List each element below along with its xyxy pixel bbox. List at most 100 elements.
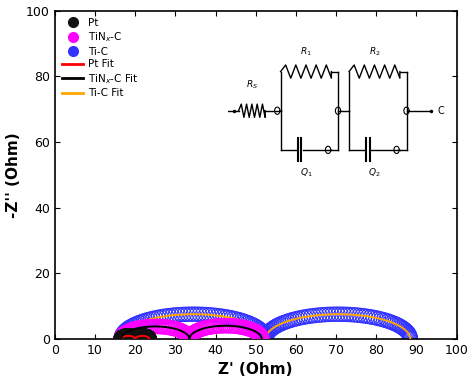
- Point: [140, 318, 147, 324]
- Point: [170, 325, 177, 331]
- Point: [130, 334, 138, 340]
- Point: [141, 333, 148, 339]
- Point: [276, 321, 283, 327]
- Point: [122, 333, 129, 339]
- Point: [118, 336, 125, 342]
- Point: [253, 329, 261, 336]
- Point: [140, 333, 147, 339]
- Point: [213, 323, 221, 329]
- Point: [154, 323, 162, 329]
- Point: [131, 336, 139, 342]
- Point: [405, 331, 412, 337]
- Point: [127, 324, 134, 330]
- Point: [118, 335, 125, 341]
- Point: [247, 326, 255, 332]
- Point: [264, 330, 272, 336]
- Point: [185, 333, 192, 339]
- Y-axis label: -Z'' (Ohm): -Z'' (Ohm): [6, 132, 20, 218]
- Point: [202, 311, 210, 318]
- Point: [391, 320, 398, 326]
- Point: [325, 311, 333, 318]
- Point: [254, 330, 262, 336]
- Point: [227, 323, 234, 329]
- Point: [260, 331, 268, 337]
- Point: [118, 335, 125, 341]
- Point: [131, 336, 139, 342]
- Point: [215, 323, 223, 329]
- Point: [121, 333, 129, 339]
- Point: [230, 315, 237, 321]
- Point: [118, 336, 125, 342]
- Point: [205, 312, 212, 318]
- Point: [392, 321, 400, 327]
- Point: [131, 336, 139, 342]
- Point: [118, 335, 125, 341]
- Point: [186, 336, 193, 342]
- Point: [130, 334, 137, 340]
- Point: [257, 334, 265, 340]
- Point: [172, 312, 179, 318]
- Point: [118, 335, 125, 341]
- Point: [128, 323, 136, 329]
- Point: [255, 331, 263, 337]
- Point: [258, 334, 265, 340]
- Point: [262, 334, 270, 340]
- Point: [135, 333, 143, 339]
- Point: [119, 332, 127, 338]
- Point: [124, 333, 131, 339]
- Point: [118, 335, 125, 341]
- Point: [132, 334, 140, 340]
- Point: [143, 334, 151, 340]
- Point: [118, 335, 126, 341]
- Point: [222, 314, 230, 320]
- Point: [261, 333, 269, 339]
- Point: [284, 318, 292, 324]
- Point: [144, 334, 152, 340]
- Point: [270, 325, 277, 331]
- Point: [242, 319, 249, 325]
- Point: [123, 327, 130, 333]
- Point: [157, 314, 164, 320]
- Point: [118, 334, 126, 340]
- Point: [361, 313, 369, 319]
- Point: [201, 325, 209, 331]
- Point: [296, 315, 304, 321]
- Point: [316, 312, 324, 318]
- Point: [240, 318, 247, 324]
- Point: [334, 311, 342, 317]
- Point: [194, 327, 201, 334]
- Point: [396, 323, 403, 329]
- Point: [244, 319, 252, 326]
- Point: [146, 316, 154, 322]
- Point: [124, 329, 132, 335]
- Point: [230, 323, 238, 329]
- Point: [241, 325, 248, 331]
- Point: [145, 335, 153, 341]
- Point: [246, 320, 254, 326]
- Point: [186, 334, 193, 340]
- Point: [331, 311, 339, 317]
- Point: [219, 323, 227, 329]
- Point: [263, 333, 270, 339]
- Point: [129, 334, 137, 340]
- Point: [171, 326, 179, 332]
- Point: [340, 311, 348, 318]
- Point: [124, 333, 132, 339]
- Point: [181, 330, 189, 336]
- Point: [155, 314, 162, 321]
- Point: [145, 334, 152, 340]
- Point: [119, 334, 127, 340]
- Point: [274, 322, 282, 328]
- Point: [256, 332, 264, 338]
- Point: [262, 336, 270, 342]
- Point: [119, 331, 127, 337]
- Point: [125, 325, 133, 331]
- Point: [121, 333, 128, 339]
- Point: [142, 333, 149, 339]
- Point: [289, 317, 296, 323]
- Point: [261, 332, 268, 338]
- Point: [397, 324, 405, 330]
- Point: [151, 323, 158, 329]
- Point: [168, 312, 176, 318]
- Point: [137, 319, 145, 325]
